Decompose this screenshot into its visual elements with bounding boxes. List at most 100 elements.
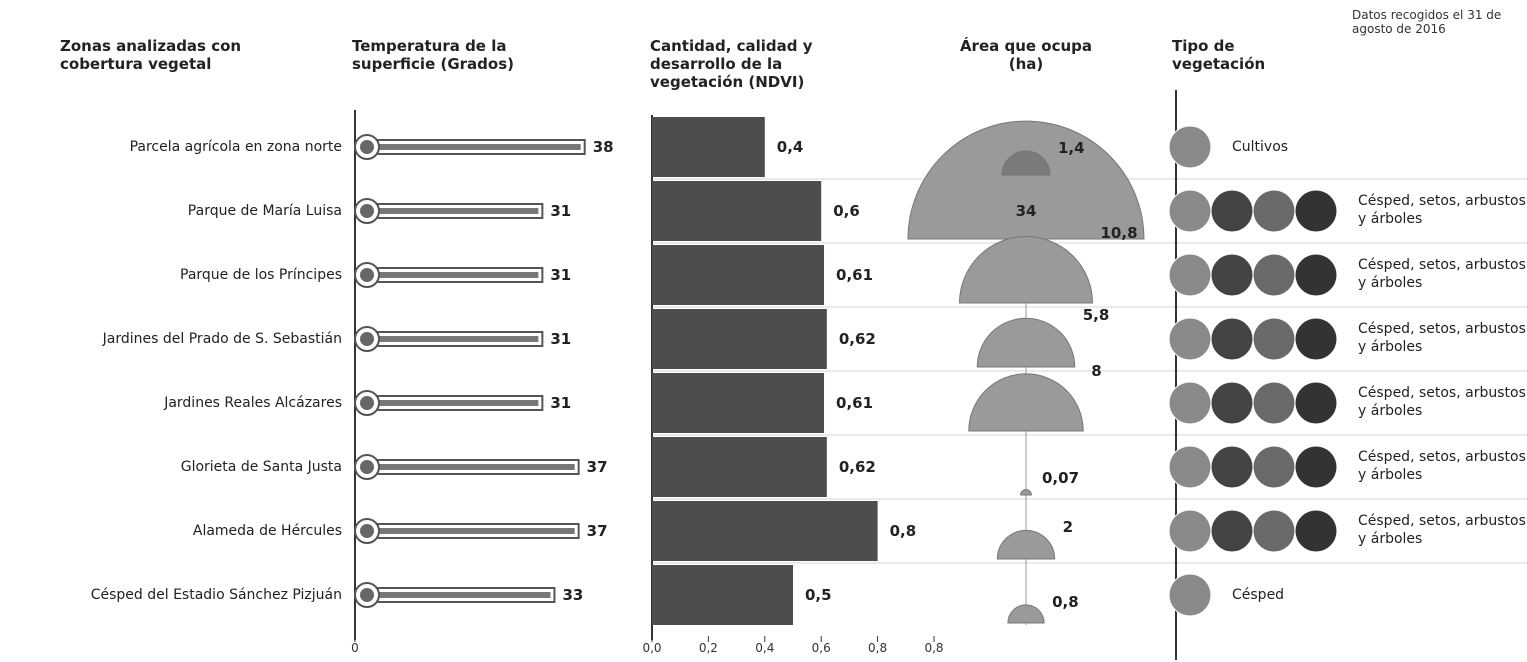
- thermometer-bulb-inner: [360, 588, 374, 602]
- bar: [652, 565, 793, 625]
- row-label: Parcela agrícola en zona norte: [0, 138, 342, 156]
- value-label: 31: [550, 330, 571, 348]
- value-label: 0,6: [833, 202, 860, 220]
- value-label: 0,8: [890, 522, 917, 540]
- area-semicircle: [997, 530, 1054, 559]
- bar: [652, 309, 827, 369]
- vegetation-label: Césped, setos, arbustos y árboles: [1358, 320, 1527, 356]
- thermometer-fill: [369, 336, 538, 342]
- area-semicircle: [959, 237, 1092, 303]
- vegetation-label: Césped, setos, arbustos y árboles: [1358, 448, 1527, 484]
- x-tick-label: 0,8: [914, 641, 954, 655]
- vegetation-icon: [1211, 190, 1253, 232]
- column-title: Tipo de vegetación: [1172, 37, 1282, 73]
- vegetation-icon: [1169, 510, 1211, 552]
- value-label: 5,8: [1083, 306, 1110, 324]
- vegetation-icon: [1295, 382, 1337, 424]
- vegetation-label: Césped, setos, arbustos y árboles: [1358, 192, 1527, 228]
- vegetation-icon: [1253, 382, 1295, 424]
- vegetation-icon: [1295, 510, 1337, 552]
- vegetation-icon: [1169, 382, 1211, 424]
- row-label: Glorieta de Santa Justa: [0, 458, 342, 476]
- thermometer-bulb-inner: [360, 204, 374, 218]
- vegetation-icon: [1253, 190, 1295, 232]
- area-semicircle: [969, 374, 1083, 431]
- bar: [652, 373, 824, 433]
- x-tick-label: 0,0: [632, 641, 672, 655]
- column-title: Temperatura de la superficie (Grados): [352, 37, 522, 73]
- value-label: 0,8: [1052, 593, 1079, 611]
- value-label: 37: [587, 458, 608, 476]
- thermometer-fill: [369, 400, 538, 406]
- vegetation-icon: [1295, 446, 1337, 488]
- column-title: Cantidad, calidad y desarrollo de la veg…: [650, 37, 860, 91]
- value-label: 0,07: [1042, 469, 1079, 487]
- x-tick-label: 0,8: [858, 641, 898, 655]
- value-label: 37: [587, 522, 608, 540]
- vegetation-icon: [1169, 190, 1211, 232]
- value-label: 2: [1063, 518, 1073, 536]
- vegetation-icon: [1253, 446, 1295, 488]
- x-tick-label: 0,4: [745, 641, 785, 655]
- x-tick-label: 0,2: [688, 641, 728, 655]
- bar: [652, 501, 878, 561]
- value-label: 34: [1006, 202, 1046, 220]
- vegetation-icon: [1295, 254, 1337, 296]
- vegetation-icon: [1169, 254, 1211, 296]
- area-semicircle: [1021, 490, 1032, 495]
- vegetation-icon: [1169, 574, 1211, 616]
- thermometer-bulb-inner: [360, 460, 374, 474]
- vegetation-icon: [1295, 190, 1337, 232]
- value-label: 33: [562, 586, 583, 604]
- row-label: Alameda de Hércules: [0, 522, 342, 540]
- infographic: Datos recogidos el 31 de agosto de 2016 …: [0, 0, 1527, 662]
- area-semicircle: [977, 318, 1074, 367]
- note: Datos recogidos el 31 de agosto de 2016: [1352, 8, 1522, 36]
- x-tick-label: 0,6: [801, 641, 841, 655]
- vegetation-label: Césped: [1232, 586, 1432, 604]
- vegetation-label: Césped, setos, arbustos y árboles: [1358, 384, 1527, 420]
- thermometer-fill: [369, 144, 581, 150]
- thermometer-fill: [369, 208, 538, 214]
- vegetation-icon: [1211, 254, 1253, 296]
- vegetation-label: Cultivos: [1232, 138, 1432, 156]
- thermometer-fill: [369, 592, 550, 598]
- value-label: 31: [550, 394, 571, 412]
- thermometer-fill: [369, 272, 538, 278]
- value-label: 8: [1091, 362, 1101, 380]
- bar: [652, 181, 821, 241]
- vegetation-icon: [1169, 318, 1211, 360]
- row-label: Parque de los Príncipes: [0, 266, 342, 284]
- value-label: 0,4: [777, 138, 804, 156]
- bar: [652, 117, 765, 177]
- thermometer-bulb-inner: [360, 524, 374, 538]
- vegetation-icon: [1211, 446, 1253, 488]
- area-semicircle: [908, 121, 1144, 239]
- value-label: 0,62: [839, 458, 876, 476]
- value-label: 38: [593, 138, 614, 156]
- vegetation-icon: [1169, 126, 1211, 168]
- thermometer-bulb-inner: [360, 268, 374, 282]
- thermometer-fill: [369, 464, 575, 470]
- row-label: Jardines Reales Alcázares: [0, 394, 342, 412]
- vegetation-icon: [1169, 446, 1211, 488]
- value-label: 0,61: [836, 266, 873, 284]
- value-label: 31: [550, 202, 571, 220]
- vegetation-icon: [1295, 318, 1337, 360]
- vegetation-icon: [1253, 254, 1295, 296]
- x-tick-label: 0: [335, 641, 375, 655]
- thermometer-bulb-inner: [360, 396, 374, 410]
- column-title: Área que ocupa (ha): [946, 37, 1106, 73]
- vegetation-label: Césped, setos, arbustos y árboles: [1358, 256, 1527, 292]
- thermometer-fill: [369, 528, 575, 534]
- row-label: Parque de María Luisa: [0, 202, 342, 220]
- thermometer-bulb-inner: [360, 140, 374, 154]
- vegetation-icon: [1253, 510, 1295, 552]
- bar: [652, 437, 827, 497]
- thermometer-bulb-inner: [360, 332, 374, 346]
- value-label: 0,5: [805, 586, 832, 604]
- vegetation-icon: [1211, 382, 1253, 424]
- value-label: 1,4: [1058, 139, 1085, 157]
- vegetation-icon: [1211, 510, 1253, 552]
- row-header: Zonas analizadas con cobertura vegetal: [60, 37, 290, 73]
